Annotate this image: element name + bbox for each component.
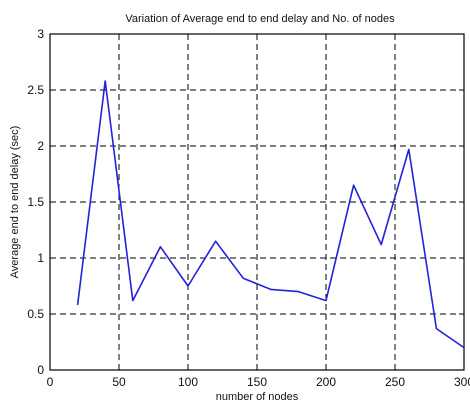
x-tick-label: 200: [316, 375, 336, 389]
x-tick-label: 300: [454, 375, 470, 389]
y-tick-label: 0.5: [27, 307, 44, 321]
axis-ticks: 0 50 100 150 200 250 300 0 0.5 1 1.5 2 2.5 3: [27, 27, 470, 389]
grid-lines: [50, 34, 464, 370]
y-tick-label: 1.5: [27, 195, 44, 209]
y-tick-label: 3: [37, 27, 44, 41]
y-tick-label: 2.5: [27, 83, 44, 97]
y-tick-label: 2: [37, 139, 44, 153]
series-line: [76, 80, 465, 349]
x-tick-label: 250: [385, 375, 405, 389]
y-tick-label: 0: [37, 363, 44, 377]
x-tick-label: 50: [112, 375, 126, 389]
chart-title: Variation of Average end to end delay an…: [125, 13, 395, 25]
x-tick-label: 0: [47, 375, 54, 389]
y-tick-label: 1: [37, 251, 44, 265]
series-group: [76, 80, 465, 349]
x-tick-label: 150: [247, 375, 267, 389]
x-tick-label: 100: [178, 375, 198, 389]
x-axis-label: number of nodes: [216, 391, 299, 402]
y-axis-label: Average end to end delay (sec): [9, 126, 21, 279]
